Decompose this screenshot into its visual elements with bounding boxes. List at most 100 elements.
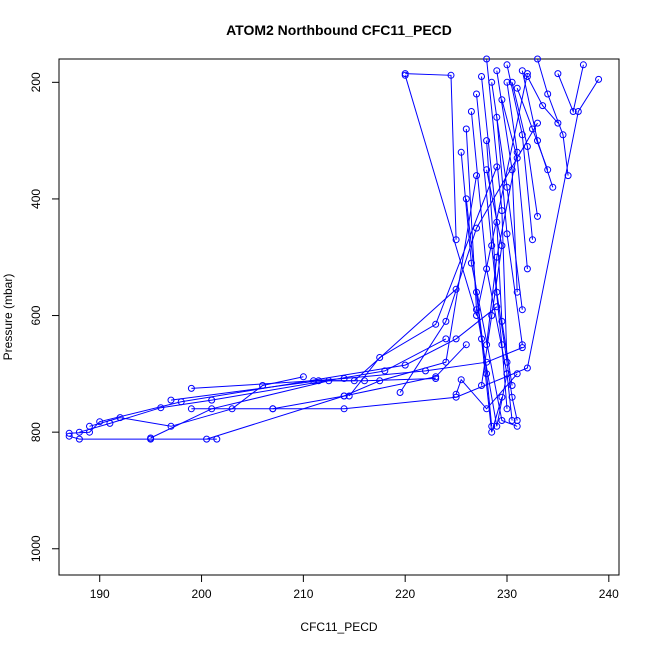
data-point (473, 90, 480, 98)
y-axis-label: Pressure (mbar) (1, 274, 15, 361)
profile-series (396, 119, 541, 396)
series-line (89, 376, 304, 427)
data-point (396, 389, 404, 396)
data-point (350, 377, 358, 385)
series-line (150, 288, 457, 439)
data-point (340, 405, 348, 413)
data-point (488, 242, 496, 250)
data-point (473, 224, 480, 232)
profile-series (508, 78, 541, 220)
series-line (206, 175, 477, 440)
series-line (557, 64, 584, 114)
data-point (447, 71, 455, 79)
series-line (486, 82, 518, 345)
data-point (498, 393, 506, 401)
data-point (579, 61, 587, 69)
data-point (503, 405, 511, 413)
profile-series (503, 61, 536, 244)
profile-series (493, 67, 521, 296)
data-point (457, 376, 465, 384)
data-point (508, 382, 516, 389)
profile-series (554, 61, 587, 115)
data-point (96, 418, 104, 426)
data-point (116, 414, 124, 422)
series-line (481, 169, 503, 386)
series-line (511, 82, 538, 217)
series-layer (65, 55, 603, 443)
data-point (549, 183, 557, 191)
data-point (75, 435, 83, 443)
data-point (513, 84, 521, 92)
data-point (493, 288, 501, 296)
series-line (506, 64, 533, 240)
profile-series (203, 172, 480, 443)
data-point (523, 73, 531, 80)
data-point (473, 306, 480, 314)
data-point (564, 172, 572, 180)
series-line (465, 198, 503, 433)
profile-series (65, 303, 501, 437)
profile-series (473, 288, 496, 430)
data-point (478, 382, 485, 389)
data-point (503, 358, 511, 366)
data-point (539, 102, 547, 110)
data-point (478, 73, 485, 80)
data-point (452, 335, 460, 343)
x-axis-label: CFC11_PECD (300, 620, 377, 634)
data-point (452, 236, 460, 244)
data-point (432, 373, 440, 381)
data-point (473, 288, 480, 296)
x-tick-label: 240 (599, 587, 619, 601)
data-point (498, 242, 506, 250)
profile-series (493, 113, 526, 349)
data-point (157, 404, 165, 412)
data-point (488, 422, 496, 430)
series-line (486, 140, 518, 421)
y-tick-label: 200 (29, 72, 43, 92)
data-point (534, 119, 541, 127)
series-line (272, 344, 467, 410)
data-point (554, 70, 562, 78)
data-point (452, 285, 460, 293)
y-tick-label: 600 (29, 305, 43, 325)
data-point (462, 341, 470, 349)
chart-title: ATOM2 Northbound CFC11_PECD (226, 22, 452, 38)
data-point (503, 61, 511, 69)
series-line (399, 122, 538, 393)
plot-frame (58, 58, 620, 576)
data-point (401, 361, 409, 369)
data-point (147, 434, 155, 442)
data-point (381, 367, 389, 375)
data-point (498, 96, 506, 104)
series-line (486, 58, 508, 363)
data-point (467, 108, 475, 115)
data-point (208, 405, 216, 413)
data-point (574, 108, 582, 115)
data-point (167, 396, 175, 404)
x-tick-label: 230 (497, 587, 517, 601)
series-line (455, 373, 518, 410)
data-point (345, 392, 353, 400)
data-point (513, 288, 521, 296)
series-line (191, 347, 523, 389)
profile-series (518, 67, 557, 191)
data-point (401, 71, 409, 79)
data-point (513, 148, 521, 156)
data-point (340, 375, 348, 382)
data-point (544, 90, 552, 98)
data-point (483, 166, 491, 174)
data-point (483, 265, 491, 273)
data-point (559, 131, 567, 139)
series-line (501, 99, 528, 269)
data-point (208, 396, 216, 404)
data-point (503, 78, 511, 86)
y-axis: 200 400 600 800 1000 (29, 72, 59, 562)
profile-series (483, 78, 521, 349)
data-point (269, 405, 277, 413)
series-line (476, 292, 493, 427)
profile-series (483, 55, 511, 366)
profile-series (401, 70, 531, 319)
data-point (534, 212, 541, 220)
x-tick-label: 220 (395, 587, 415, 601)
series-line (79, 338, 447, 433)
